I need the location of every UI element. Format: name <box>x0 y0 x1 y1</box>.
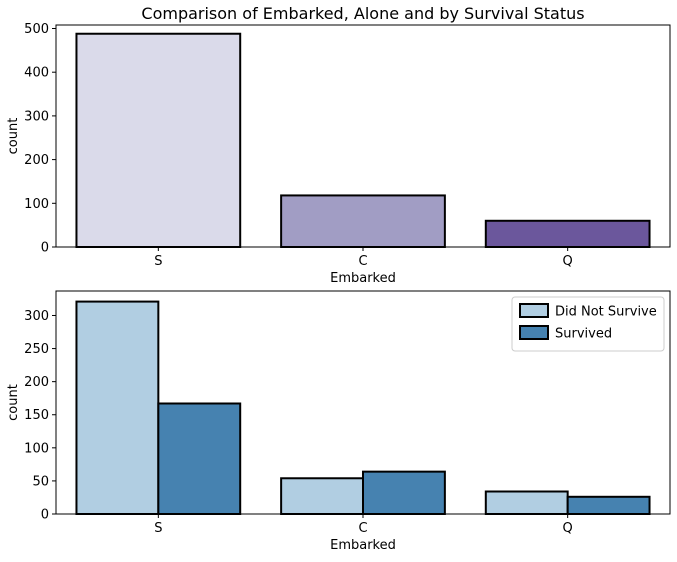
bar-s <box>75 32 242 248</box>
chart-panel-2: 0 50 100 150 200 250 300 S C Q Embarked count Did No… <box>6 290 671 553</box>
y-tick-label: 500 <box>24 22 49 37</box>
y-tick-label: 150 <box>24 408 49 423</box>
bar-q-survived <box>566 495 651 516</box>
bar-c <box>280 194 446 249</box>
y-tick-label: 100 <box>24 197 49 212</box>
legend-label: Did Not Survive <box>555 305 657 320</box>
y-tick-label: 200 <box>24 375 49 390</box>
legend-swatch <box>519 303 549 318</box>
legend-label: Survived <box>555 327 612 342</box>
bars <box>75 32 651 249</box>
y-axis-ticks: 0 100 200 300 400 500 <box>24 22 56 256</box>
y-axis-label: count <box>6 118 21 155</box>
bar-q <box>484 219 651 248</box>
y-tick-label: 50 <box>32 474 49 489</box>
y-axis-ticks: 0 50 100 150 200 250 300 <box>24 309 56 523</box>
x-tick-label: S <box>154 254 162 269</box>
y-axis-label: count <box>6 384 21 421</box>
bars <box>75 300 651 516</box>
x-tick-label: Q <box>563 521 573 536</box>
legend-swatch <box>519 325 549 340</box>
y-tick-label: 300 <box>24 109 49 124</box>
bar-c-survived <box>362 470 446 515</box>
y-tick-label: 200 <box>24 153 49 168</box>
chart-panel-1: Comparison of Embarked, Alone and by Sur… <box>6 4 671 286</box>
legend-box <box>511 296 665 352</box>
bar-q-did-not-survive <box>484 490 569 516</box>
y-tick-label: 400 <box>24 66 49 81</box>
y-tick-label: 250 <box>24 342 49 357</box>
y-tick-label: 300 <box>24 309 49 324</box>
y-tick-label: 0 <box>41 508 49 523</box>
x-tick-label: C <box>358 521 367 536</box>
x-axis-label: Embarked <box>330 538 396 553</box>
y-tick-label: 100 <box>24 441 49 456</box>
bar-s-did-not-survive <box>75 300 160 515</box>
y-tick-label: 0 <box>41 241 49 256</box>
x-tick-label: Q <box>563 254 573 269</box>
x-tick-label: S <box>154 521 162 536</box>
chart-title: Comparison of Embarked, Alone and by Sur… <box>141 4 584 23</box>
bar-c-did-not-survive <box>280 477 364 515</box>
x-axis-label: Embarked <box>330 271 396 286</box>
bar-s-survived <box>157 402 242 515</box>
x-tick-label: C <box>358 254 367 269</box>
legend: Did Not Survive Survived <box>511 296 665 352</box>
